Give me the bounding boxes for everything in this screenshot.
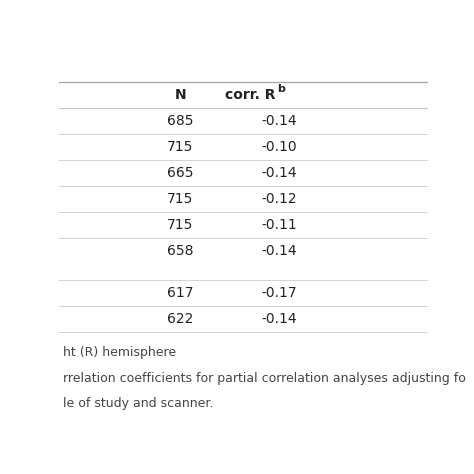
Text: -0.14: -0.14	[262, 244, 298, 257]
Text: -0.17: -0.17	[262, 286, 298, 300]
Text: le of study and scanner.: le of study and scanner.	[63, 397, 213, 410]
Text: rrelation coefficients for partial correlation analyses adjusting fo: rrelation coefficients for partial corre…	[63, 372, 466, 385]
Text: 665: 665	[167, 166, 194, 180]
Text: -0.14: -0.14	[262, 312, 298, 326]
Text: -0.12: -0.12	[262, 191, 298, 206]
Text: b: b	[277, 83, 284, 94]
Text: -0.14: -0.14	[262, 114, 298, 128]
Text: ht (R) hemisphere: ht (R) hemisphere	[63, 346, 176, 359]
Text: 622: 622	[167, 312, 194, 326]
Text: corr. R: corr. R	[226, 88, 276, 102]
Text: 617: 617	[167, 286, 194, 300]
Text: 715: 715	[167, 218, 194, 232]
Text: -0.11: -0.11	[262, 218, 298, 232]
Text: 685: 685	[167, 114, 194, 128]
Text: 715: 715	[167, 191, 194, 206]
Text: 658: 658	[167, 244, 194, 257]
Text: 715: 715	[167, 140, 194, 154]
Text: -0.10: -0.10	[262, 140, 298, 154]
Text: N: N	[174, 88, 186, 102]
Text: -0.14: -0.14	[262, 166, 298, 180]
